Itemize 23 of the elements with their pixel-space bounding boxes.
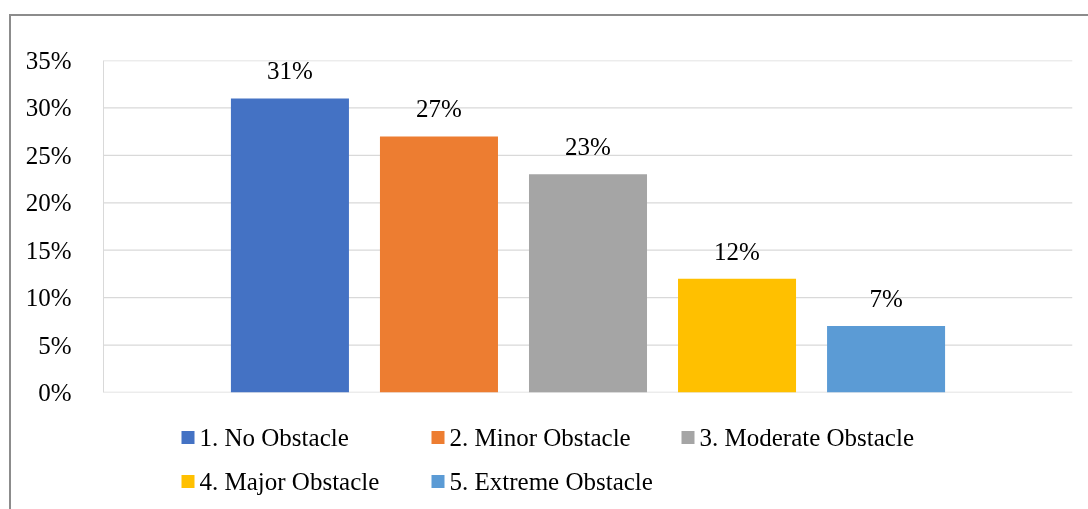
legend-label: 2. Minor Obstacle: [449, 424, 631, 451]
data-label: 12%: [714, 237, 760, 265]
bar: [379, 136, 498, 393]
legend-label: 4. Major Obstacle: [199, 468, 380, 495]
y-tick-label: 30%: [25, 94, 72, 122]
bar: [528, 174, 648, 393]
y-tick-label: 10%: [25, 284, 72, 312]
data-label: 7%: [869, 285, 903, 313]
legend-label: 3. Moderate Obstacle: [699, 424, 915, 451]
data-label: 27%: [416, 95, 462, 123]
legend-label: 5. Extreme Obstacle: [449, 468, 653, 495]
y-tick-label: 0%: [38, 379, 72, 406]
legend-label: 1. No Obstacle: [199, 424, 349, 451]
y-tick-label: 20%: [25, 189, 72, 217]
y-tick-label: 25%: [25, 141, 72, 169]
data-label: 23%: [565, 133, 611, 161]
y-tick-label: 5%: [38, 331, 72, 359]
bar: [678, 278, 797, 393]
data-label: 31%: [267, 57, 313, 85]
y-tick-label: 35%: [25, 47, 72, 74]
bar: [230, 98, 349, 393]
bar: [827, 326, 946, 393]
y-tick-label: 15%: [25, 236, 72, 264]
